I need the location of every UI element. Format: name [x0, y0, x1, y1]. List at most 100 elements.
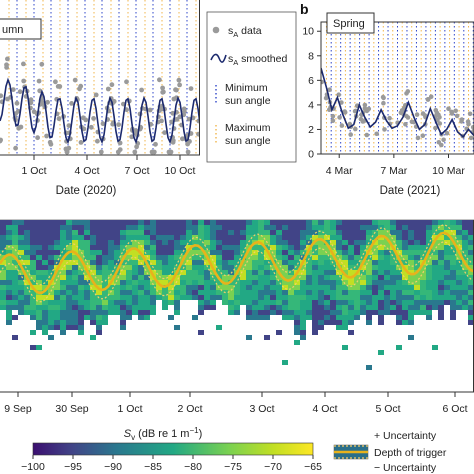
heatmap-cell — [132, 250, 138, 255]
heatmap-cell — [198, 250, 204, 255]
heatmap-cell — [144, 250, 150, 255]
heatmap-cell — [60, 280, 66, 285]
heatmap-cell — [228, 275, 234, 280]
heatmap-cell — [126, 310, 132, 315]
heatmap-cell — [96, 245, 102, 250]
panel-c-heatmap — [0, 220, 474, 370]
data-point — [470, 125, 474, 130]
heatmap-cell — [90, 250, 96, 255]
heatmap-cell — [192, 260, 198, 265]
heatmap-cell — [30, 265, 36, 270]
heatmap-cell — [348, 280, 354, 285]
heatmap-cell — [78, 310, 84, 315]
heatmap-cell — [408, 295, 414, 300]
heatmap-cell — [162, 300, 168, 305]
heatmap-cell — [0, 230, 6, 235]
data-point — [109, 82, 115, 88]
heatmap-cell — [264, 315, 270, 320]
heatmap-cell — [18, 225, 24, 230]
heatmap-cell — [108, 270, 114, 275]
heatmap-cell — [306, 280, 312, 285]
heatmap-cell — [354, 305, 360, 310]
heatmap-cell — [438, 315, 444, 320]
heatmap-cell — [198, 280, 204, 285]
heatmap-cell — [438, 300, 444, 305]
heatmap-cell — [48, 230, 54, 235]
heatmap-cell — [366, 260, 372, 265]
heatmap-cell — [354, 245, 360, 250]
data-point — [78, 140, 84, 145]
heatmap-cell — [150, 240, 156, 245]
heatmap-cell — [360, 225, 366, 230]
heatmap-cell — [366, 270, 372, 275]
heatmap-cell — [366, 365, 372, 370]
heatmap-cell — [450, 290, 456, 295]
panel-c: 9 Sep 30 Sep 1 Oct 2 Oct 3 Oct 4 Oct 5 Oct 6 Oc… — [0, 219, 474, 415]
heatmap-cell — [252, 270, 258, 275]
heatmap-cell — [12, 245, 18, 250]
heatmap-cell — [246, 225, 252, 230]
panel-a-smoothed-line — [0, 77, 200, 145]
heatmap-cell — [402, 235, 408, 240]
heatmap-cell — [168, 265, 174, 270]
heatmap-cell — [372, 255, 378, 260]
heatmap-cell — [156, 220, 162, 225]
heatmap-cell — [384, 300, 390, 305]
heatmap-cell — [366, 300, 372, 305]
heatmap-cell — [240, 285, 246, 290]
heatmap-cell — [60, 295, 66, 300]
heatmap-cell — [0, 250, 6, 255]
heatmap-cell — [402, 230, 408, 235]
heatmap-cell — [18, 250, 24, 255]
heatmap-cell — [336, 285, 342, 290]
heatmap-cell — [84, 295, 90, 300]
heatmap-cell — [324, 310, 330, 315]
heatmap-cell — [234, 295, 240, 300]
heatmap-cell — [228, 240, 234, 245]
heatmap-cell — [36, 345, 42, 350]
heatmap-cell — [24, 310, 30, 315]
heatmap-cell — [36, 230, 42, 235]
heatmap-cell — [444, 245, 450, 250]
heatmap-cell — [366, 235, 372, 240]
heatmap-cell — [414, 250, 420, 255]
heatmap-cell — [318, 255, 324, 260]
heatmap-cell — [198, 220, 204, 225]
heatmap-cell — [102, 235, 108, 240]
data-point — [444, 130, 450, 136]
heatmap-cell — [78, 240, 84, 245]
heatmap-cell — [270, 280, 276, 285]
heatmap-cell — [288, 315, 294, 320]
heatmap-cell — [378, 300, 384, 305]
heatmap-cell — [258, 315, 264, 320]
heatmap-cell — [282, 225, 288, 230]
heatmap-cell — [390, 305, 396, 310]
heatmap-cell — [90, 265, 96, 270]
heatmap-cell — [138, 280, 144, 285]
heatmap-cell — [204, 270, 210, 275]
heatmap-cell — [96, 235, 102, 240]
heatmap-cell — [108, 225, 114, 230]
heatmap-cell — [342, 255, 348, 260]
data-point — [117, 140, 123, 146]
heatmap-cell — [234, 225, 240, 230]
heatmap-cell — [42, 280, 48, 285]
heatmap-cell — [210, 305, 216, 310]
colorbar-label: Sv (dB re 1 m−1) — [124, 426, 203, 442]
heatmap-cell — [378, 230, 384, 235]
heatmap-cell — [168, 300, 174, 305]
heatmap-cell — [450, 295, 456, 300]
heatmap-cell — [366, 280, 372, 285]
heatmap-cell — [246, 235, 252, 240]
heatmap-cell — [12, 270, 18, 275]
heatmap-cell — [168, 240, 174, 245]
heatmap-cell — [450, 230, 456, 235]
data-point — [0, 93, 4, 99]
heatmap-cell — [456, 300, 462, 305]
legend: sA data sA smoothed Minimum sun angle Ma… — [206, 11, 297, 163]
heatmap-cell — [342, 290, 348, 295]
heatmap-cell — [396, 290, 402, 295]
heatmap-cell — [78, 235, 84, 240]
heatmap-cell — [414, 245, 420, 250]
